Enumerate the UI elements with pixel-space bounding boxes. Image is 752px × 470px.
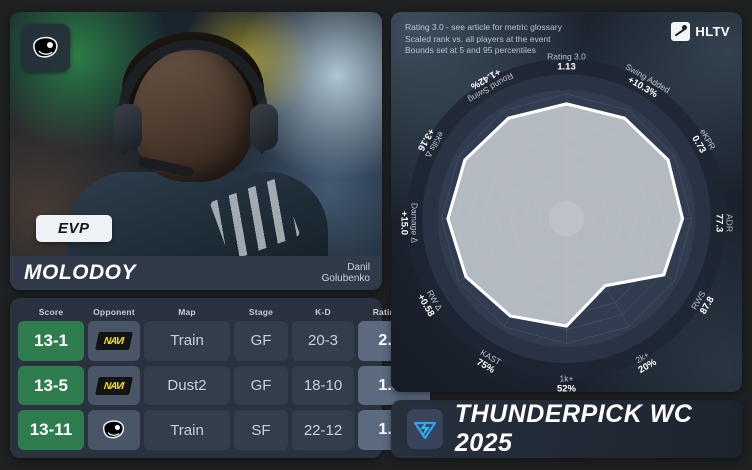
cell-kd: 18-10 [292,365,354,406]
radar-note-line-3: Bounds set at 5 and 95 percentiles [405,45,536,55]
cell-map: Train [144,321,230,361]
radar-axis-labels: Rating 3.0 1.13 Swing Added +10.3% eKPR 0.73 A… [391,12,742,392]
table-row[interactable]: 13-5 NAVI Dust2 GF 18-10 1.30 [18,365,430,406]
cell-map: Dust2 [144,365,230,406]
cell-stage: SF [234,410,288,451]
navi-logo-icon: NAVI [95,376,133,395]
radar-axis-label: Rating 3.0 1.13 [547,51,586,72]
radar-note: Rating 3.0 - see article for metric glos… [405,22,562,57]
player-nickname: MOLODOY [24,261,136,284]
cell-score: 13-1 [18,321,84,361]
column-header-map: Map [178,307,196,317]
hltv-logo: HLTV [671,22,730,41]
team-logo-badge [22,24,70,72]
cell-score: 13-5 [18,365,84,406]
cell-map: Train [144,410,230,451]
award-badge: EVP [36,215,112,242]
thunderpick-bolt-icon [413,421,437,440]
panther-head-icon [102,420,125,439]
radar-axis-label: RWS 87.8 [689,290,717,318]
navi-logo-icon: NAVI [95,331,133,350]
match-history-table: Score Opponent Map Stage K-D Rating 3.0 … [10,298,430,458]
cell-opponent: NAVI [88,321,140,361]
radar-note-line-2: Scaled rank vs. all players at the event [405,33,551,44]
radar-axis-value: 52% [556,383,577,392]
player-photo [10,12,382,282]
column-header-opponent: Opponent [93,307,135,317]
radar-axis-value: +15.0 [398,210,410,235]
radar-axis-name: Damage Δ [409,202,420,243]
radar-axis-label: 1k+ 52% [557,374,576,392]
hltv-brand-text: HLTV [695,24,730,39]
radar-axis-label: eKPR 0.73 [689,127,718,157]
column-header-kd: K-D [315,307,331,317]
cell-stage: GF [234,321,288,361]
table-body: 13-1 NAVI Train GF 20-3 2.22 13-5 NAVI D… [18,321,430,451]
column-header-stage: Stage [248,307,274,317]
radar-axis-name: Rating 3.0 [547,51,586,62]
player-realname: Danil Golubenko [322,262,370,284]
column-header-score: Score [38,307,64,317]
radar-axis-name: 1k+ [559,373,574,384]
event-banner: THUNDERPICK WC 2025 [391,400,742,458]
radar-chart-card: Rating 3.0 - see article for metric glos… [391,12,742,392]
radar-chart [406,58,727,379]
radar-axis-label: eKills Δ +3.16 [414,125,446,160]
radar-axis-label: RW Δ +0.58 [415,288,445,319]
radar-axis-label: ADR 77.3 [714,214,735,233]
radar-axis-label: Swing Added +10.3% [619,62,672,105]
event-name: THUNDERPICK WC 2025 [454,400,693,457]
player-name-bar: MOLODOY Danil Golubenko [10,256,382,290]
cell-stage: GF [234,365,288,406]
panther-head-icon [33,36,58,58]
cell-opponent [88,410,140,451]
radar-axis-label: KAST 75% [473,348,502,377]
radar-axis-value: 77.3 [713,213,725,233]
hltv-logo-icon [671,22,691,41]
radar-axis-name: ADR [724,213,735,232]
player-first-name: Danil [347,262,370,273]
table-row[interactable]: 13-11 Train SF 22-12 1.37 [18,410,430,451]
cell-score: 13-11 [18,410,84,451]
radar-axis-label: Round Swing +1.42% [460,62,515,105]
cell-opponent: NAVI [88,365,140,406]
player-photo-card: EVP MOLODOY Danil Golubenko [10,12,382,290]
player-last-name: Golubenko [321,273,370,284]
table-header-row: Score Opponent Map Stage K-D Rating 3.0 [18,304,415,321]
radar-axis-value: 1.13 [557,61,576,73]
radar-axis-label: 2k+ 20% [632,349,659,376]
radar-axis-label: Damage Δ +15.0 [398,203,419,243]
left-column: EVP MOLODOY Danil Golubenko Score Oppone… [10,12,430,458]
radar-note-line-1: Rating 3.0 - see article for metric glos… [405,22,562,32]
cell-kd: 20-3 [292,321,354,361]
right-column: Rating 3.0 - see article for metric glos… [391,12,742,458]
cell-kd: 22-12 [292,410,354,451]
event-logo [407,409,443,449]
table-row[interactable]: 13-1 NAVI Train GF 20-3 2.22 [18,321,430,361]
